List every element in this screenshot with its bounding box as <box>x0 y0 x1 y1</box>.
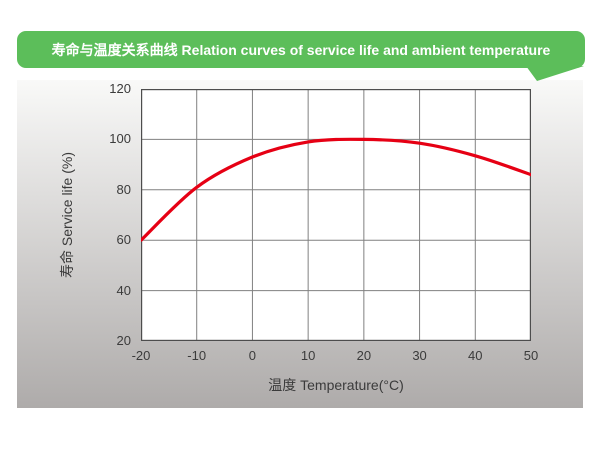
plot-area <box>141 89 531 341</box>
y-tick-label: 120 <box>109 81 131 96</box>
banner-tail-icon <box>526 66 584 81</box>
line-chart <box>141 89 531 341</box>
x-tick-label: -20 <box>131 348 151 363</box>
y-tick-label: 40 <box>116 282 131 298</box>
x-tick-label: 30 <box>412 348 427 363</box>
chart-panel: 寿命 Service life (%) 120 100 80 60 40 20 -20 -1… <box>17 80 583 408</box>
x-tick-label: -10 <box>187 348 207 363</box>
x-tick-label: 10 <box>300 348 316 363</box>
x-tick-label: 40 <box>468 348 483 363</box>
y-tick-label: 80 <box>116 181 131 197</box>
service-life-curve <box>141 137 531 242</box>
x-tick-label: 50 <box>523 348 539 363</box>
x-tick-label: 0 <box>248 348 257 363</box>
y-tick-label: 60 <box>116 232 131 248</box>
x-axis-title: 温度 Temperature(°C) <box>268 377 404 393</box>
x-tick-label: 20 <box>356 348 372 363</box>
y-tick-label: 100 <box>109 131 131 147</box>
header-banner: 寿命与温度关系曲线 Relation curves of service lif… <box>17 31 585 68</box>
page-title: 寿命与温度关系曲线 Relation curves of service lif… <box>51 41 551 58</box>
speech-tail-shape <box>526 66 584 81</box>
y-axis-title: 寿命 Service life (%) <box>59 151 75 279</box>
y-tick-label: 20 <box>116 333 131 348</box>
